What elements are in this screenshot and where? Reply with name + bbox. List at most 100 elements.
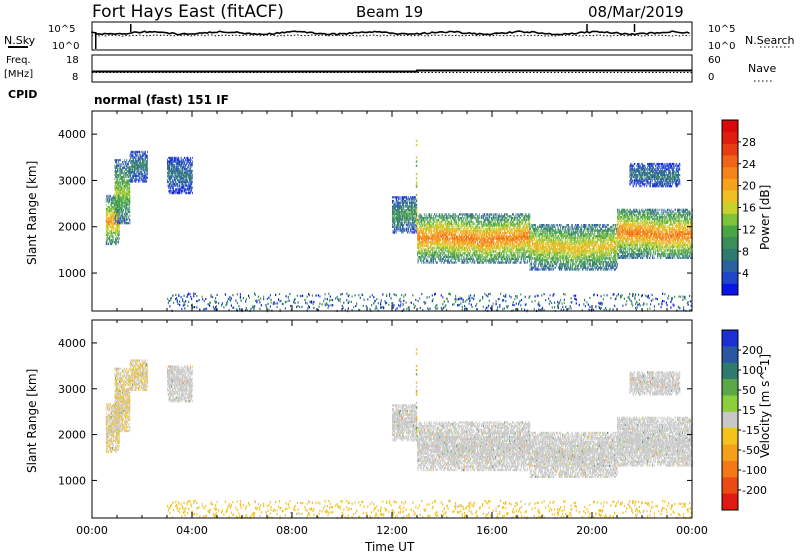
power-cell [107, 222, 108, 225]
power-cell [447, 237, 449, 240]
power-cell [133, 161, 135, 165]
power-cell [114, 203, 116, 206]
power-cell [116, 159, 118, 162]
power-cell [410, 216, 411, 219]
power-cell [440, 220, 441, 223]
power-cell [106, 211, 108, 214]
power-cell [105, 233, 107, 236]
power-cell [450, 254, 451, 257]
power-cell [190, 166, 192, 169]
power-cell [412, 203, 413, 206]
power-cell [400, 196, 402, 199]
power-cell [133, 150, 135, 153]
power-cell [178, 162, 179, 165]
power-cell [480, 254, 481, 257]
power-cell [110, 209, 111, 212]
power-cell [450, 241, 451, 244]
power-cell [410, 201, 411, 204]
power-cell [132, 163, 134, 166]
power-cell [492, 215, 494, 218]
power-cell [463, 261, 465, 264]
power-cell [168, 190, 170, 193]
power-cell [482, 241, 484, 244]
power-cell [135, 154, 136, 157]
power-cell [490, 213, 491, 216]
power-cell [110, 230, 112, 233]
power-cell [492, 246, 494, 249]
power-cell [125, 168, 127, 171]
power-cell [180, 156, 182, 159]
power-cell [116, 205, 118, 208]
power-cell [144, 174, 146, 178]
power-cell [445, 213, 446, 216]
power-cell [128, 174, 130, 177]
power-cell [137, 165, 138, 168]
freq-unit-label: [MHz] [4, 69, 33, 80]
power-cell [445, 237, 446, 240]
power-cell [457, 230, 459, 233]
power-cell [113, 213, 115, 216]
power-cell [410, 227, 412, 230]
power-cell [407, 205, 409, 208]
power-cell [127, 175, 129, 178]
power-cell [492, 257, 494, 260]
power-cell [175, 180, 177, 184]
power-cell [111, 211, 113, 214]
power-cell [125, 201, 126, 204]
power-cell [138, 180, 139, 183]
power-cell [113, 218, 115, 222]
power-cell [425, 252, 426, 255]
power-cell [114, 218, 116, 221]
power-cell [185, 188, 186, 191]
power-cell [136, 165, 138, 168]
power-cell [455, 233, 456, 236]
power-cell [116, 192, 118, 195]
power-cell [434, 244, 436, 247]
power-cell [435, 257, 436, 260]
power-cell [125, 162, 127, 166]
power-cell [115, 159, 117, 162]
power-cell [126, 159, 128, 162]
power-cell [462, 248, 464, 251]
power-cell [173, 173, 175, 176]
power-cell [428, 248, 430, 251]
power-cell [117, 170, 119, 173]
power-cell [192, 162, 193, 165]
power-cell [422, 224, 424, 227]
power-cell [437, 233, 439, 236]
power-cell [470, 261, 472, 264]
power-cell [143, 163, 144, 166]
power-cell [110, 215, 112, 218]
power-cell [111, 228, 113, 231]
power-cell [477, 226, 479, 229]
power-cell [123, 185, 125, 188]
power-cell [128, 168, 129, 171]
power-cell [460, 248, 462, 251]
power-cell [433, 218, 435, 222]
power-cell [136, 160, 138, 163]
power-cell [129, 186, 131, 190]
power-cell [117, 203, 119, 206]
power-cell [412, 207, 414, 210]
power-cell [117, 211, 118, 214]
power-cell [127, 192, 129, 195]
power-cell [437, 261, 438, 264]
power-cell [114, 159, 116, 162]
power-cell [431, 213, 433, 216]
power-cell [477, 237, 479, 240]
power-cell [424, 261, 426, 264]
power-cell [122, 198, 123, 201]
power-cell [500, 230, 501, 233]
power-cell [119, 198, 121, 201]
power-cell [109, 217, 111, 220]
power-cell [121, 211, 123, 214]
power-cell [500, 250, 501, 253]
power-cell [112, 239, 113, 242]
power-cell [142, 173, 144, 176]
power-cell [115, 175, 117, 178]
power-cell [129, 190, 131, 193]
power-cell [118, 186, 120, 190]
power-cell [410, 205, 411, 208]
power-cell [485, 222, 486, 225]
power-cell [447, 244, 449, 247]
